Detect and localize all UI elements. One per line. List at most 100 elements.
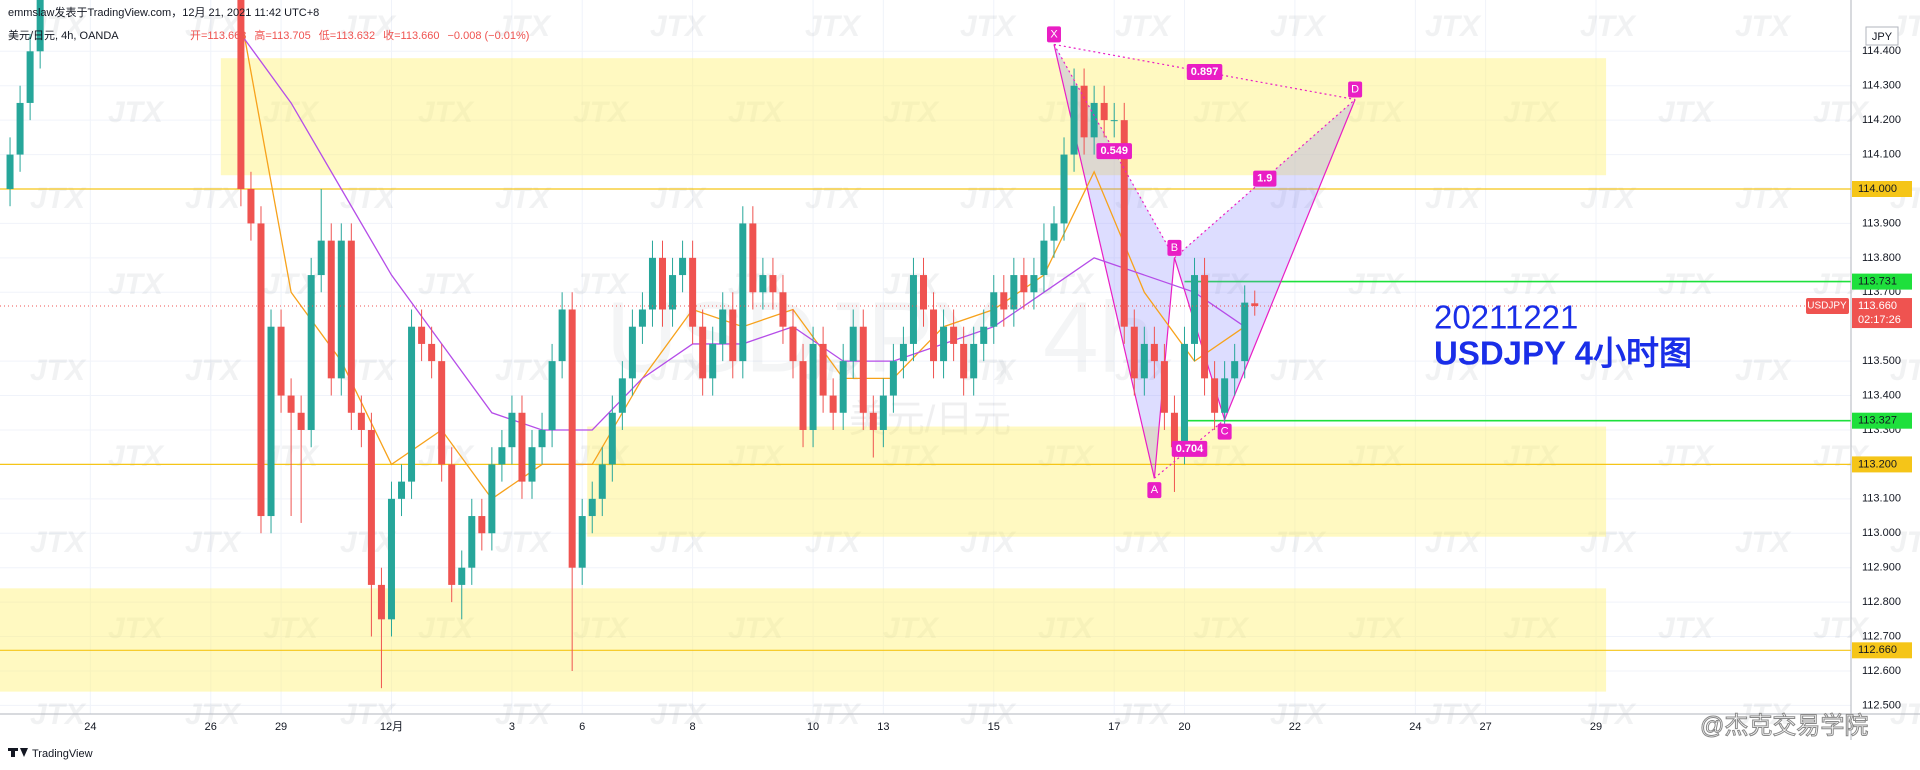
candle-body	[347, 240, 355, 413]
jtx-watermark: JTX	[30, 526, 87, 559]
jtx-watermark: JTX	[1425, 10, 1482, 43]
candle-body	[1130, 326, 1138, 379]
jtx-watermark: JTX	[1580, 182, 1637, 215]
candle-body	[277, 326, 285, 396]
jtx-watermark: JTX	[1890, 354, 1920, 387]
pattern-ratio-box	[1253, 170, 1277, 187]
x-tick-label: 22	[1289, 721, 1301, 733]
y-tick-label: 114.200	[1862, 114, 1901, 126]
candle-body	[1100, 102, 1108, 121]
ohlc-legend: 开=113.668 高=113.705 低=113.632 收=113.660 −0.0…	[190, 28, 529, 42]
candle-body	[1080, 85, 1088, 138]
pattern-ratio: 0.704	[1176, 443, 1204, 455]
jtx-watermark: JTX	[1658, 612, 1715, 645]
jtx-watermark: JTX	[728, 440, 785, 473]
target-label: 113.327	[1858, 415, 1897, 427]
pattern-ratio: 1.9	[1257, 173, 1272, 185]
jtx-watermark: JTX	[960, 354, 1017, 387]
candle-body	[1211, 378, 1219, 413]
candle-body	[839, 361, 847, 413]
jtx-watermark: JTX	[1425, 354, 1482, 387]
jtx-watermark: JTX	[30, 354, 87, 387]
candle-body	[779, 292, 787, 327]
candle-body	[36, 0, 44, 52]
candle-body	[889, 361, 897, 396]
jtx-watermark: JTX	[418, 268, 475, 301]
level-badge	[1852, 181, 1912, 197]
level-label: 112.660	[1858, 644, 1897, 656]
jtx-watermark: JTX	[728, 96, 785, 129]
candle-body	[1241, 302, 1249, 362]
jtx-watermark: JTX	[960, 526, 1017, 559]
candle-body	[1050, 223, 1058, 241]
target-badge	[1852, 273, 1912, 290]
jtx-watermark: JTX	[573, 612, 630, 645]
candle-body	[488, 464, 496, 534]
candle-body	[518, 412, 526, 482]
jtx-watermark: JTX	[495, 354, 552, 387]
candle-body	[588, 498, 596, 517]
jtx-watermark: JTX	[650, 354, 707, 387]
x-tick-label: 10	[807, 721, 819, 733]
candle-body	[26, 51, 34, 103]
x-tick-label: 24	[1409, 721, 1421, 733]
candle-body	[1070, 85, 1078, 155]
candle-body	[689, 257, 697, 327]
last-price-label: 113.660	[1858, 300, 1897, 312]
jtx-watermark: JTX	[573, 268, 630, 301]
target-badge	[1852, 412, 1912, 429]
candle-body	[859, 326, 867, 413]
candle-body	[1191, 275, 1199, 344]
y-tick-label: 114.400	[1862, 45, 1901, 57]
candle-body	[608, 412, 616, 465]
jtx-watermark: JTX	[650, 526, 707, 559]
candle-body	[719, 309, 727, 344]
pattern-point-box	[1147, 482, 1162, 499]
candle-body	[1120, 120, 1128, 327]
countdown: 02:17:26	[1858, 314, 1901, 326]
jtx-watermark: JTX	[728, 268, 785, 301]
jtx-watermark: JTX	[1813, 96, 1870, 129]
jtx-watermark: JTX	[650, 182, 707, 215]
x-tick-label: 13	[877, 721, 889, 733]
ohlc-value: −0.008 (−0.01%)	[448, 30, 530, 42]
jtx-watermark: JTX	[1425, 182, 1482, 215]
candle-body	[809, 343, 817, 430]
jtx-watermark: JTX	[1348, 440, 1405, 473]
candle-body	[919, 275, 927, 310]
candle-body	[408, 326, 416, 482]
jtx-watermark: JTX	[1038, 268, 1095, 301]
x-tick-label: 12月	[380, 721, 403, 733]
jtx-watermark: JTX	[883, 440, 940, 473]
currency: JPY	[1872, 31, 1893, 43]
jtx-watermark: JTX	[650, 10, 707, 43]
candle-body	[849, 326, 857, 362]
jtx-watermark: JTX	[1425, 526, 1482, 559]
candle-body	[578, 516, 586, 568]
candle-body	[428, 343, 436, 362]
jtx-watermark: JTX	[1580, 526, 1637, 559]
candle-body	[6, 154, 14, 189]
candle-body	[498, 447, 506, 465]
zone	[0, 588, 1607, 692]
jtx-watermark: JTX	[1735, 182, 1792, 215]
pattern-point-box	[1046, 26, 1061, 43]
currency-box	[1865, 26, 1899, 46]
x-tick-label: 26	[205, 721, 217, 733]
candle-body	[387, 498, 395, 620]
pattern-ratio: 0.549	[1100, 145, 1128, 157]
candle-body	[337, 240, 345, 379]
pattern-leg	[1053, 43, 1356, 101]
candle-body	[317, 240, 325, 276]
jtx-watermark: JTX	[185, 354, 242, 387]
jtx-watermark: JTX	[1348, 612, 1405, 645]
candle-body	[327, 240, 335, 379]
level-label: 114.000	[1858, 183, 1897, 195]
x-tick-label: 20	[1178, 721, 1190, 733]
y-tick-label: 113.500	[1862, 355, 1901, 367]
candle-body	[819, 343, 827, 396]
candle-body	[699, 326, 707, 379]
y-tick-label: 112.500	[1862, 699, 1901, 711]
tv-logo	[8, 748, 28, 757]
